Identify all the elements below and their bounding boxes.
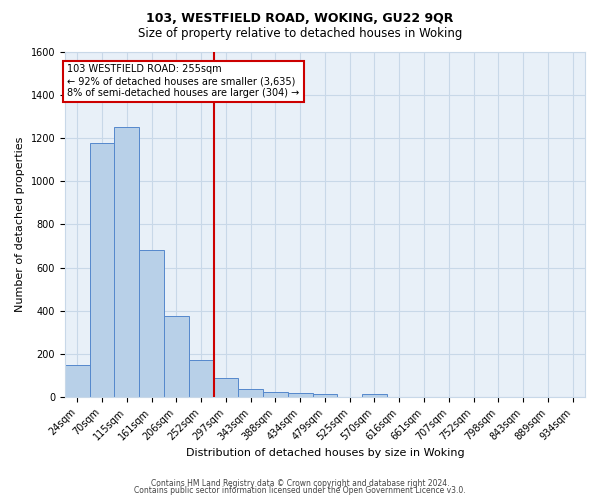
Bar [362,394,387,397]
Bar [89,144,115,397]
X-axis label: Distribution of detached houses by size in Woking: Distribution of detached houses by size … [185,448,464,458]
Bar [164,316,189,397]
Text: Contains HM Land Registry data © Crown copyright and database right 2024.: Contains HM Land Registry data © Crown c… [151,478,449,488]
Bar [238,389,263,397]
Text: Size of property relative to detached houses in Woking: Size of property relative to detached ho… [138,28,462,40]
Bar [214,378,238,397]
Text: Contains public sector information licensed under the Open Government Licence v3: Contains public sector information licen… [134,486,466,495]
Bar [139,250,164,397]
Text: 103, WESTFIELD ROAD, WOKING, GU22 9QR: 103, WESTFIELD ROAD, WOKING, GU22 9QR [146,12,454,26]
Bar [189,360,214,397]
Bar [288,394,313,397]
Bar [313,394,337,397]
Y-axis label: Number of detached properties: Number of detached properties [15,136,25,312]
Bar [65,365,89,397]
Bar [115,127,139,397]
Bar [263,392,288,397]
Text: 103 WESTFIELD ROAD: 255sqm
← 92% of detached houses are smaller (3,635)
8% of se: 103 WESTFIELD ROAD: 255sqm ← 92% of deta… [67,64,299,98]
